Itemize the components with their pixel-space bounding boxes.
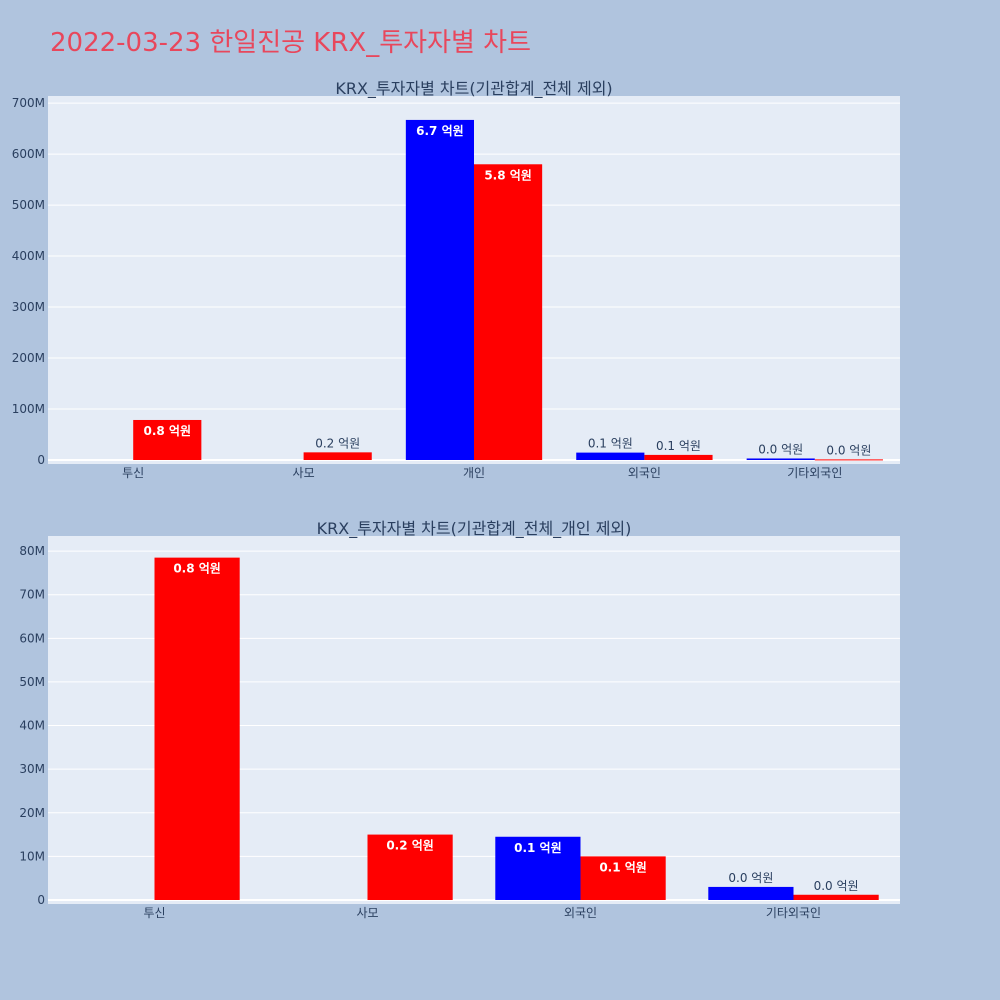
y-tick-label: 600M bbox=[12, 147, 45, 161]
bar bbox=[405, 119, 474, 460]
x-tick-label: 기타외국인 bbox=[766, 906, 821, 920]
y-tick-label: 400M bbox=[12, 249, 45, 263]
bar bbox=[303, 452, 372, 460]
data-label: 6.7 억원 bbox=[416, 124, 464, 138]
x-tick-label: 투신 bbox=[122, 466, 144, 480]
data-label: 5.8 억원 bbox=[484, 168, 532, 182]
y-tick-label: 10M bbox=[19, 849, 45, 863]
bar bbox=[644, 454, 713, 460]
data-label: 0.2 억원 bbox=[386, 839, 434, 853]
y-tick-label: 500M bbox=[12, 198, 45, 212]
x-tick-label: 외국인 bbox=[564, 906, 597, 920]
y-tick-label: 30M bbox=[19, 762, 45, 776]
bar bbox=[814, 459, 883, 461]
chart-title: KRX_투자자별 차트(기관합계_전체 제외) bbox=[335, 79, 612, 99]
chart-title: KRX_투자자별 차트(기관합계_전체_개인 제외) bbox=[317, 519, 632, 539]
bar bbox=[133, 419, 202, 460]
x-tick-label: 개인 bbox=[463, 466, 485, 480]
x-tick-label: 기타외국인 bbox=[787, 466, 842, 480]
bar bbox=[154, 557, 240, 900]
data-label: 0.0 억원 bbox=[814, 879, 859, 893]
y-tick-label: 70M bbox=[19, 588, 45, 602]
y-tick-label: 100M bbox=[12, 402, 45, 416]
bar bbox=[495, 836, 581, 900]
bar bbox=[474, 164, 543, 461]
data-label: 0.1 억원 bbox=[656, 439, 701, 453]
data-label: 0.0 억원 bbox=[826, 443, 871, 457]
data-label: 0.0 억원 bbox=[758, 442, 803, 456]
y-tick-label: 80M bbox=[19, 544, 45, 558]
y-tick-label: 200M bbox=[12, 351, 45, 365]
y-tick-label: 0 bbox=[37, 893, 45, 907]
y-tick-label: 0 bbox=[37, 453, 45, 467]
x-tick-label: 외국인 bbox=[628, 466, 661, 480]
data-label: 0.1 억원 bbox=[588, 437, 633, 451]
bar bbox=[746, 458, 815, 460]
bar bbox=[580, 856, 666, 900]
y-tick-label: 60M bbox=[19, 631, 45, 645]
data-label: 0.1 억원 bbox=[599, 860, 647, 874]
data-label: 0.8 억원 bbox=[144, 424, 192, 438]
bar bbox=[708, 886, 794, 900]
y-tick-label: 700M bbox=[12, 96, 45, 110]
bar bbox=[576, 452, 645, 460]
bar bbox=[793, 894, 879, 900]
y-tick-label: 50M bbox=[19, 675, 45, 689]
data-label: 0.8 억원 bbox=[173, 562, 221, 576]
y-tick-label: 20M bbox=[19, 806, 45, 820]
page-title: 2022-03-23 한일진공 KRX_투자자별 차트 bbox=[50, 28, 532, 58]
bar bbox=[367, 834, 453, 900]
data-label: 0.1 억원 bbox=[514, 841, 562, 855]
x-tick-label: 사모 bbox=[356, 906, 378, 920]
data-label: 0.0 억원 bbox=[728, 871, 773, 885]
x-tick-label: 투신 bbox=[143, 906, 165, 920]
x-tick-label: 사모 bbox=[293, 466, 315, 480]
y-tick-label: 300M bbox=[12, 300, 45, 314]
y-tick-label: 40M bbox=[19, 719, 45, 733]
data-label: 0.2 억원 bbox=[315, 436, 360, 450]
